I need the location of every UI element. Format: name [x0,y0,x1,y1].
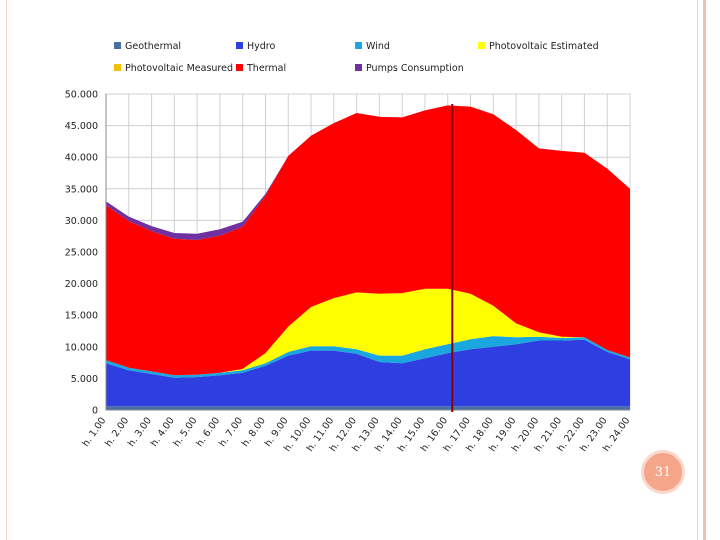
legend-swatch-photovoltaic-estimated [478,42,485,49]
x-axis-ticks: h. 1.00h. 2.00h. 3.00h. 4.00h. 5.00h. 6.… [80,415,632,454]
slide-border-right [703,0,706,540]
area-photovoltaic-estimated [106,288,630,376]
y-tick-label: 35.000 [65,184,98,195]
page-number: 31 [654,464,672,480]
legend-label-photovoltaic-estimated: Photovoltaic Estimated [489,41,599,52]
legend-swatch-pumps-consumption [355,64,362,71]
area-geothermal [106,406,630,410]
y-tick-label: 40.000 [65,153,98,164]
legend-label-hydro: Hydro [247,41,275,52]
area-hydro [106,339,630,407]
legend-label-geothermal: Geothermal [125,41,181,52]
legend-swatch-wind [355,42,362,49]
chart-legend: Geothermal Hydro Wind Photovoltaic Estimate… [114,41,599,74]
legend-swatch-thermal [236,64,243,71]
legend-label-thermal: Thermal [246,63,286,74]
y-axis-ticks: 0 5.000 10.000 15.000 20.000 25.000 30.000 35.0… [65,90,98,417]
y-tick-label: 5.000 [71,374,98,385]
y-tick-label: 45.000 [65,121,98,132]
legend-label-pumps-consumption: Pumps Consumption [366,63,464,74]
legend-label-wind: Wind [366,41,390,52]
slide-border-inner [697,0,698,540]
y-tick-label: 10.000 [65,342,98,353]
legend-swatch-photovoltaic-measured [114,64,121,71]
y-tick-label: 50.000 [65,90,98,101]
chart-axes [105,94,630,411]
area-wind [106,336,630,378]
legend-swatch-geothermal [114,42,121,49]
y-tick-label: 20.000 [65,279,98,290]
y-tick-label: 30.000 [65,216,98,227]
page-number-badge: 31 [641,450,685,494]
y-tick-label: 0 [92,406,98,417]
legend-swatch-hydro [236,42,243,49]
chart-areas [106,105,630,410]
y-tick-label: 25.000 [65,248,98,259]
legend-label-photovoltaic-measured: Photovoltaic Measured [125,63,233,74]
area-thermal [106,105,630,376]
slide-border-left [6,0,7,540]
y-tick-label: 15.000 [65,311,98,322]
